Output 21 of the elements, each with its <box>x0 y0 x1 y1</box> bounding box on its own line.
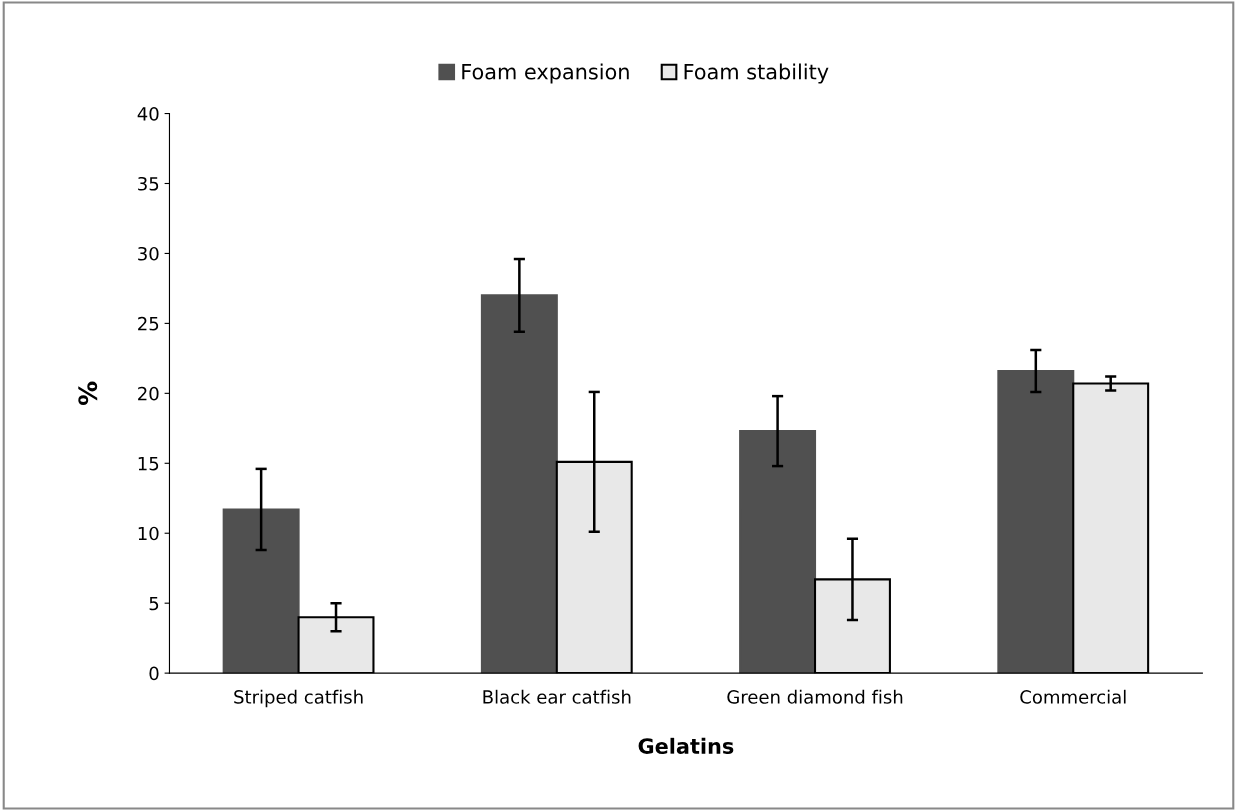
y-tick-label: 25 <box>138 316 159 331</box>
x-tick-label: Black ear catfish <box>483 689 631 704</box>
y-tick-label: 20 <box>138 386 159 401</box>
bar <box>480 294 558 674</box>
bar <box>222 508 300 674</box>
x-tick-label: Green diamond fish <box>727 689 903 704</box>
x-axis-title: Gelatins <box>638 737 734 754</box>
bar <box>739 430 817 674</box>
y-tick-label: 15 <box>138 456 159 471</box>
y-tick-label: 35 <box>138 176 159 191</box>
y-tick-label: 5 <box>149 596 159 611</box>
y-axis-title: % <box>78 381 98 406</box>
legend-label: Foam stability <box>684 63 829 84</box>
y-tick-label: 10 <box>138 526 159 541</box>
x-tick-label: Striped catfish <box>234 689 363 708</box>
y-tick-label: 30 <box>138 246 159 261</box>
bar <box>997 369 1075 674</box>
x-tick-label: Commercial <box>1020 689 1126 704</box>
legend-label: Foam expansion <box>462 63 629 84</box>
y-tick-label: 0 <box>149 666 159 681</box>
y-tick-label: 40 <box>137 107 159 121</box>
